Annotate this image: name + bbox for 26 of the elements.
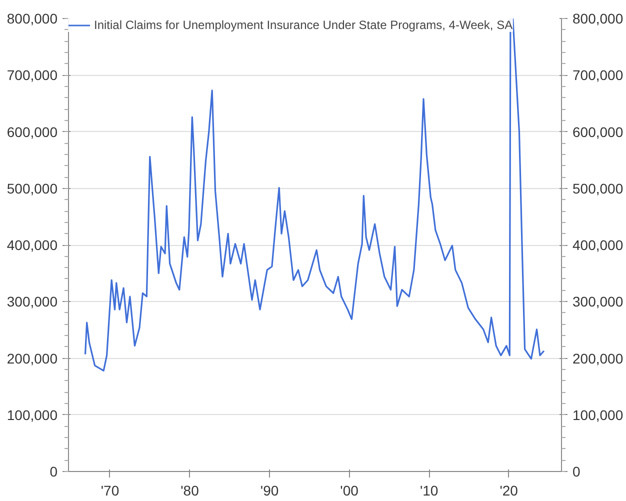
x-tick-label: '10 <box>420 482 438 498</box>
y2-tick-label: 400,000 <box>572 237 624 253</box>
y-tick-label: 0 <box>50 464 58 480</box>
legend-label: Initial Claims for Unemployment Insurance Under State Programs, 4-Week, SA <box>94 18 513 32</box>
y-tick-label: 200,000 <box>6 350 58 366</box>
y-tick-label: 600,000 <box>6 124 58 140</box>
line-series <box>84 18 545 372</box>
x-tick-label: '00 <box>340 482 359 498</box>
x-tick-label: '20 <box>500 482 518 498</box>
y2-tick-label: 700,000 <box>572 67 624 84</box>
x-tick-label: '90 <box>260 482 279 498</box>
y-tick-label: 700,000 <box>6 67 58 84</box>
y-tick-label: 300,000 <box>6 294 58 310</box>
y2-tick-label: 800,000 <box>572 10 624 26</box>
y2-tick-label: 600,000 <box>572 124 624 140</box>
x-tick-label: '80 <box>180 482 200 498</box>
y-tick-label: 400,000 <box>6 237 58 253</box>
x-tick-label: '70 <box>100 482 120 498</box>
y-tick-label: 500,000 <box>6 180 58 196</box>
y2-tick-label: 100,000 <box>572 406 624 423</box>
y-tick-label: 800,000 <box>6 10 58 26</box>
y2-tick-label: 300,000 <box>572 294 624 310</box>
y2-tick-label: 200,000 <box>572 350 624 366</box>
y2-tick-label: 500,000 <box>572 180 624 196</box>
y2-tick-label: 0 <box>572 464 580 480</box>
y-tick-label: 100,000 <box>6 406 58 423</box>
